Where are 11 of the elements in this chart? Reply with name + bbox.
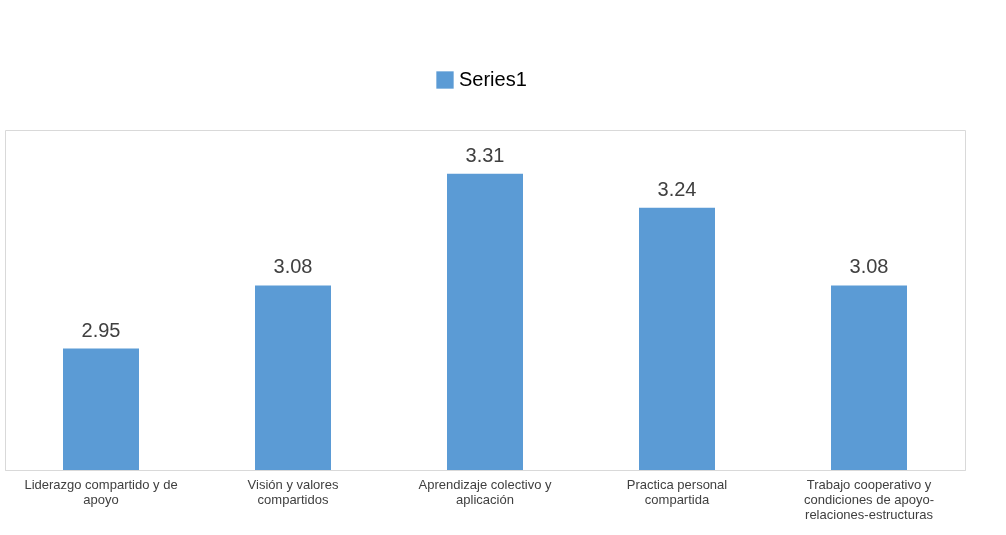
x-tick-label: Liderazgo compartido y de apoyo — [24, 476, 178, 507]
legend-label: Series1 — [459, 68, 527, 90]
data-label: 3.24 — [657, 177, 697, 200]
data-label: 3.31 — [465, 143, 505, 166]
data-label: 2.95 — [81, 318, 121, 341]
data-label: 3.08 — [849, 255, 889, 278]
x-tick-label: Visión y valores compartidos — [247, 476, 339, 507]
x-tick-label: Practica personal compartida — [626, 476, 728, 507]
x-tick-label: Trabajo cooperativo y condiciones de apoyo-relaciones-estructuras — [803, 476, 935, 522]
x-tick-label: Aprendizaje colectivo y aplicación — [418, 476, 552, 507]
data-label: 3.08 — [273, 255, 313, 278]
